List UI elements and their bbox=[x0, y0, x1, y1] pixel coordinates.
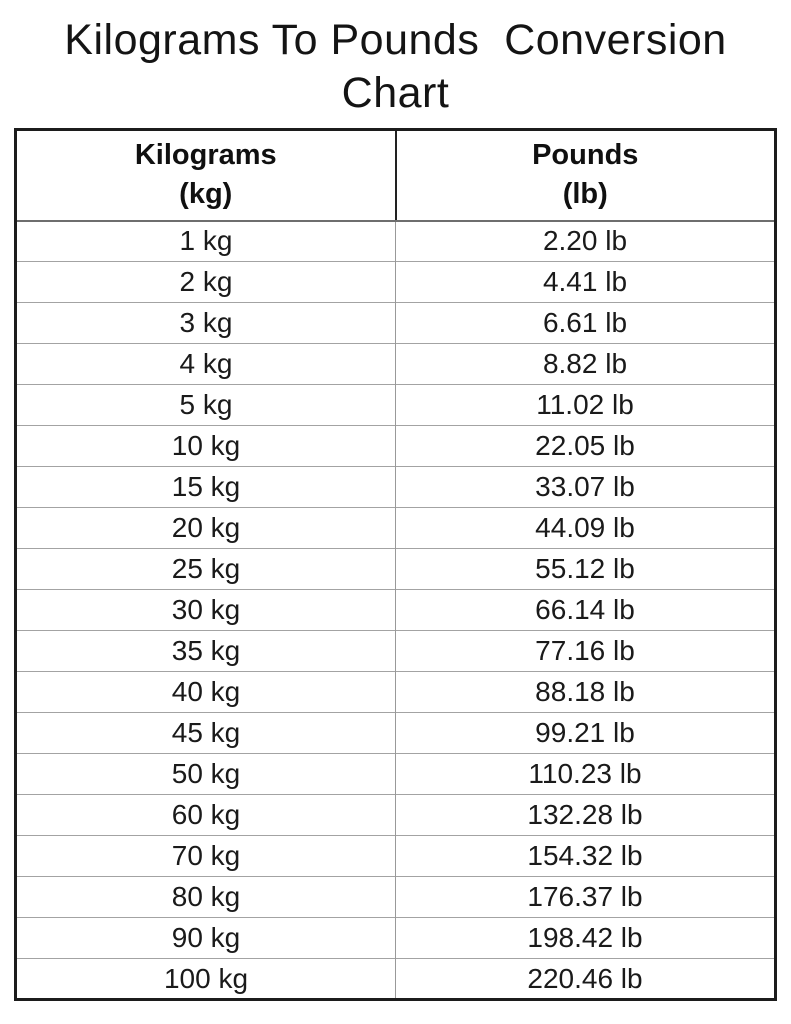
table-row: 70 kg 154.32 lb bbox=[15, 835, 776, 877]
kilograms-cell: 30 kg bbox=[15, 589, 396, 631]
pounds-cell: 220.46 lb bbox=[395, 958, 776, 1000]
table-row: 10 kg 22.05 lb bbox=[15, 425, 776, 467]
header-row: Kilograms (kg) Pounds (lb) bbox=[15, 129, 776, 222]
kilograms-cell: 2 kg bbox=[15, 261, 396, 303]
pounds-cell: 66.14 lb bbox=[395, 589, 776, 631]
pounds-cell: 99.21 lb bbox=[395, 712, 776, 754]
table-row: 60 kg 132.28 lb bbox=[15, 794, 776, 836]
kilograms-cell: 20 kg bbox=[15, 507, 396, 549]
pounds-cell: 132.28 lb bbox=[395, 794, 776, 836]
page-title: Kilograms To Pounds Conversion Chart bbox=[64, 16, 727, 117]
kilograms-cell: 3 kg bbox=[15, 302, 396, 344]
table-row: 1 kg 2.20 lb bbox=[16, 220, 776, 262]
pounds-cell: 154.32 lb bbox=[395, 835, 776, 877]
pounds-cell: 110.23 lb bbox=[395, 753, 776, 795]
table-header: Kilograms (kg) Pounds (lb) bbox=[15, 129, 776, 222]
table-row: 4 kg 8.82 lb bbox=[15, 343, 776, 385]
kilograms-cell: 60 kg bbox=[15, 794, 396, 836]
pounds-cell: 77.16 lb bbox=[395, 630, 776, 672]
kilograms-cell: 40 kg bbox=[15, 671, 396, 713]
table-row: 5 kg 11.02 lb bbox=[15, 384, 776, 426]
column-header-kilograms-label: Kilograms bbox=[134, 139, 277, 172]
kilograms-cell: 25 kg bbox=[15, 548, 396, 590]
table-row: 20 kg 44.09 lb bbox=[15, 507, 776, 549]
table-row: 50 kg 110.23 lb bbox=[15, 753, 776, 795]
kilograms-cell: 80 kg bbox=[15, 876, 396, 918]
table-row: 80 kg 176.37 lb bbox=[15, 876, 776, 918]
table-row: 30 kg 66.14 lb bbox=[15, 589, 776, 631]
table-row: 45 kg 99.21 lb bbox=[15, 712, 776, 754]
kilograms-cell: 100 kg bbox=[15, 958, 396, 1000]
kilograms-cell: 4 kg bbox=[15, 343, 396, 385]
kilograms-cell: 45 kg bbox=[15, 712, 396, 754]
pounds-cell: 55.12 lb bbox=[395, 548, 776, 590]
pounds-cell: 8.82 lb bbox=[395, 343, 776, 385]
pounds-cell: 22.05 lb bbox=[395, 425, 776, 467]
pounds-cell: 6.61 lb bbox=[395, 302, 776, 344]
table-row: 90 kg 198.42 lb bbox=[15, 917, 776, 959]
pounds-cell: 4.41 lb bbox=[395, 261, 776, 303]
kilograms-cell: 90 kg bbox=[15, 917, 396, 959]
table-row: 25 kg 55.12 lb bbox=[15, 548, 776, 590]
table-row: 15 kg 33.07 lb bbox=[15, 466, 776, 508]
kilograms-cell: 35 kg bbox=[15, 630, 396, 672]
pounds-cell: 33.07 lb bbox=[395, 466, 776, 508]
pounds-cell: 11.02 lb bbox=[395, 384, 776, 426]
table-row: 100 kg 220.46 lb bbox=[15, 958, 776, 1000]
kilograms-cell: 5 kg bbox=[15, 384, 396, 426]
column-header-pounds-label: Pounds bbox=[532, 139, 639, 172]
pounds-cell: 198.42 lb bbox=[395, 917, 776, 959]
table-row: 40 kg 88.18 lb bbox=[15, 671, 776, 713]
kilograms-cell: 1 kg bbox=[179, 225, 233, 257]
column-header-pounds: Pounds (lb) bbox=[394, 129, 776, 222]
conversion-table: Kilograms (kg) Pounds (lb) 1 kg 2.20 lb … bbox=[14, 128, 777, 1001]
table-row: 2 kg 4.41 lb bbox=[15, 261, 776, 303]
kilograms-cell: 70 kg bbox=[15, 835, 396, 877]
table-row: 3 kg 6.61 lb bbox=[15, 302, 776, 344]
pounds-cell: 88.18 lb bbox=[395, 671, 776, 713]
column-header-kilograms: Kilograms (kg) bbox=[15, 129, 396, 222]
column-header-pounds-unit: (lb) bbox=[562, 178, 608, 211]
kilograms-cell: 15 kg bbox=[15, 466, 396, 508]
pounds-cell: 176.37 lb bbox=[395, 876, 776, 918]
pounds-cell: 44.09 lb bbox=[395, 507, 776, 549]
pounds-cell: 2.20 lb bbox=[395, 220, 776, 262]
kilograms-cell: 10 kg bbox=[15, 425, 396, 467]
table-row: 35 kg 77.16 lb bbox=[15, 630, 776, 672]
column-header-kilograms-unit: (kg) bbox=[179, 178, 233, 211]
kilograms-cell: 50 kg bbox=[15, 753, 396, 795]
table-body: 1 kg 2.20 lb 2 kg 4.41 lb 3 kg 6.61 lb 4… bbox=[15, 220, 776, 1000]
